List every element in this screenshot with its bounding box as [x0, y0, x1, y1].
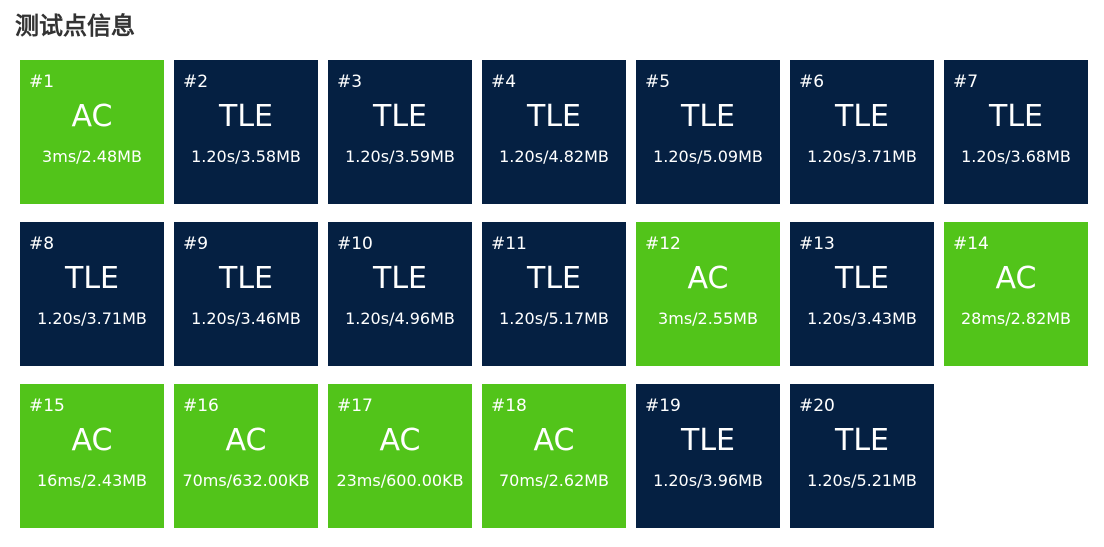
- test-case-usage: 1.20s/5.21MB: [807, 471, 917, 490]
- test-case-tile[interactable]: #10 TLE 1.20s/4.96MB: [328, 222, 472, 366]
- test-case-number: #2: [183, 72, 209, 92]
- test-case-usage: 1.20s/4.82MB: [499, 147, 609, 166]
- test-case-tile[interactable]: #15 AC 16ms/2.43MB: [20, 384, 164, 528]
- test-case-tile[interactable]: #5 TLE 1.20s/5.09MB: [636, 60, 780, 204]
- test-case-usage: 1.20s/4.96MB: [345, 309, 455, 328]
- test-case-tile[interactable]: #9 TLE 1.20s/3.46MB: [174, 222, 318, 366]
- test-case-number: #11: [491, 234, 527, 254]
- test-case-usage: 1.20s/3.46MB: [191, 309, 301, 328]
- test-case-number: #1: [29, 72, 55, 92]
- test-case-number: #3: [337, 72, 363, 92]
- test-case-number: #5: [645, 72, 671, 92]
- test-case-tile[interactable]: #17 AC 23ms/600.00KB: [328, 384, 472, 528]
- test-case-number: #8: [29, 234, 55, 254]
- test-case-status: TLE: [527, 99, 581, 134]
- test-case-usage: 1.20s/3.68MB: [961, 147, 1071, 166]
- test-case-tile[interactable]: #11 TLE 1.20s/5.17MB: [482, 222, 626, 366]
- test-case-tile[interactable]: #18 AC 70ms/2.62MB: [482, 384, 626, 528]
- test-case-status: TLE: [835, 261, 889, 296]
- test-case-tile[interactable]: #6 TLE 1.20s/3.71MB: [790, 60, 934, 204]
- test-case-tile[interactable]: #7 TLE 1.20s/3.68MB: [944, 60, 1088, 204]
- section-title: 测试点信息: [15, 12, 135, 40]
- test-case-tile[interactable]: #1 AC 3ms/2.48MB: [20, 60, 164, 204]
- test-case-tile[interactable]: #2 TLE 1.20s/3.58MB: [174, 60, 318, 204]
- test-case-number: #17: [337, 396, 373, 416]
- test-case-tile[interactable]: #16 AC 70ms/632.00KB: [174, 384, 318, 528]
- test-case-usage: 1.20s/3.59MB: [345, 147, 455, 166]
- test-case-usage: 1.20s/3.96MB: [653, 471, 763, 490]
- test-case-status: TLE: [65, 261, 119, 296]
- test-case-status: AC: [71, 423, 113, 458]
- test-case-usage: 23ms/600.00KB: [336, 471, 464, 490]
- test-case-usage: 70ms/2.62MB: [498, 471, 610, 490]
- test-case-number: #18: [491, 396, 527, 416]
- test-case-grid: #1 AC 3ms/2.48MB #2 TLE 1.20s/3.58MB #3 TLE 1.20…: [20, 60, 1090, 528]
- test-case-usage: 1.20s/5.17MB: [499, 309, 609, 328]
- test-case-status: TLE: [527, 261, 581, 296]
- test-case-status: AC: [687, 261, 729, 296]
- test-case-usage: 1.20s/3.71MB: [37, 309, 147, 328]
- test-case-tile[interactable]: #14 AC 28ms/2.82MB: [944, 222, 1088, 366]
- test-case-tile[interactable]: #3 TLE 1.20s/3.59MB: [328, 60, 472, 204]
- test-case-number: #10: [337, 234, 373, 254]
- test-case-number: #7: [953, 72, 979, 92]
- test-case-number: #15: [29, 396, 65, 416]
- test-case-usage: 16ms/2.43MB: [36, 471, 148, 490]
- test-case-number: #12: [645, 234, 681, 254]
- test-case-status: AC: [379, 423, 421, 458]
- test-case-status: TLE: [835, 99, 889, 134]
- test-case-usage: 1.20s/3.58MB: [191, 147, 301, 166]
- test-case-usage: 3ms/2.55MB: [658, 309, 758, 328]
- test-case-usage: 3ms/2.48MB: [42, 147, 142, 166]
- test-case-tile[interactable]: #4 TLE 1.20s/4.82MB: [482, 60, 626, 204]
- test-case-usage: 1.20s/3.43MB: [807, 309, 917, 328]
- test-case-number: #16: [183, 396, 219, 416]
- test-case-status: TLE: [219, 99, 273, 134]
- test-case-status: AC: [995, 261, 1037, 296]
- test-case-number: #13: [799, 234, 835, 254]
- test-case-status: TLE: [373, 261, 427, 296]
- test-case-tile[interactable]: #12 AC 3ms/2.55MB: [636, 222, 780, 366]
- test-case-status: TLE: [219, 261, 273, 296]
- test-case-tile[interactable]: #8 TLE 1.20s/3.71MB: [20, 222, 164, 366]
- test-case-tile[interactable]: #13 TLE 1.20s/3.43MB: [790, 222, 934, 366]
- test-case-status: TLE: [989, 99, 1043, 134]
- test-case-usage: 28ms/2.82MB: [960, 309, 1072, 328]
- test-case-status: TLE: [681, 99, 735, 134]
- test-case-usage: 70ms/632.00KB: [182, 471, 310, 490]
- test-case-number: #20: [799, 396, 835, 416]
- test-case-number: #6: [799, 72, 825, 92]
- test-case-usage: 1.20s/5.09MB: [653, 147, 763, 166]
- test-case-status: AC: [71, 99, 113, 134]
- test-case-number: #14: [953, 234, 989, 254]
- test-case-usage: 1.20s/3.71MB: [807, 147, 917, 166]
- test-case-status: TLE: [373, 99, 427, 134]
- test-case-number: #4: [491, 72, 517, 92]
- test-case-tile[interactable]: #19 TLE 1.20s/3.96MB: [636, 384, 780, 528]
- test-case-status: TLE: [681, 423, 735, 458]
- test-case-tile[interactable]: #20 TLE 1.20s/5.21MB: [790, 384, 934, 528]
- test-case-status: AC: [225, 423, 267, 458]
- test-case-number: #9: [183, 234, 209, 254]
- test-case-status: AC: [533, 423, 575, 458]
- test-case-number: #19: [645, 396, 681, 416]
- test-case-status: TLE: [835, 423, 889, 458]
